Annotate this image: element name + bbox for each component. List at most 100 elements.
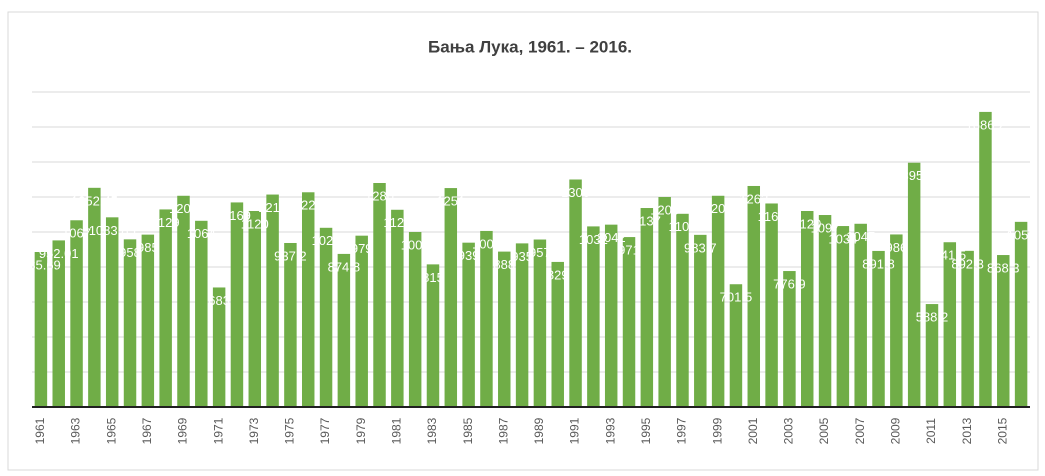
bar [569, 179, 582, 407]
data-label: 1252.45 [71, 193, 118, 208]
data-label: 683 [208, 293, 230, 308]
x-tick-label: 2001 [746, 417, 760, 444]
bar [872, 250, 885, 407]
data-label: 1200 [650, 202, 679, 217]
data-label: 1163 [758, 209, 786, 224]
data-label: 776.9 [773, 276, 806, 291]
data-label: 971 [618, 243, 640, 258]
data-label: 1097 [811, 220, 840, 235]
data-label: 701.5 [720, 290, 753, 305]
data-label: 1104 [668, 219, 696, 234]
data-label: 939 [458, 248, 480, 263]
bar [177, 195, 190, 407]
data-label: 957 [529, 245, 551, 260]
x-tick-label: 2007 [853, 417, 867, 444]
data-label: 1129 [152, 215, 180, 230]
bar [426, 264, 440, 407]
bar [907, 162, 921, 407]
bar [587, 226, 600, 407]
data-label: 1006 [472, 236, 501, 251]
data-label: 1032 [579, 232, 608, 247]
bar [622, 237, 636, 407]
x-tick-label: 1969 [176, 417, 190, 444]
bar [462, 242, 475, 407]
bar [676, 213, 689, 407]
bar [337, 253, 351, 407]
data-label: 1251 [436, 194, 465, 209]
bar [783, 271, 796, 407]
bar [961, 250, 974, 407]
data-label: 935 [511, 249, 533, 264]
bar [88, 187, 101, 407]
data-label: 892.3 [951, 256, 984, 271]
x-tick-label: 1989 [532, 417, 546, 444]
x-tick-label: 1993 [603, 417, 617, 444]
data-label: 885.69 [21, 257, 61, 272]
data-label: 983.7 [684, 240, 717, 255]
bar [515, 243, 529, 407]
data-label: 1207 [704, 201, 733, 216]
data-label: 958 [119, 245, 141, 260]
bar [694, 234, 707, 407]
data-label: 1686.2 [966, 117, 1006, 132]
bar [141, 234, 155, 407]
bar [658, 197, 671, 407]
bar [729, 284, 743, 407]
data-label: 937.2 [274, 248, 307, 263]
data-label: 888 [493, 257, 515, 272]
data-label: 1214 [258, 200, 287, 215]
data-label: 891.8 [862, 256, 895, 271]
bar [818, 215, 832, 407]
data-label: 1042 [597, 230, 626, 245]
bar [640, 208, 654, 407]
bar [355, 235, 368, 407]
bar [230, 202, 244, 407]
x-tick-label: 1977 [318, 417, 332, 444]
data-label: 1083.85 [89, 223, 136, 238]
x-tick-label: 2011 [924, 418, 938, 444]
bar [551, 261, 564, 407]
data-label: 985 [137, 240, 159, 255]
x-tick-label: 1979 [354, 417, 368, 444]
x-tick-label: 1965 [104, 417, 118, 444]
x-tick-label: 1987 [496, 417, 510, 444]
data-label: 874.8 [328, 259, 361, 274]
x-tick-label: 1983 [425, 417, 439, 444]
x-tick-label: 1961 [33, 417, 47, 444]
x-tick-label: 1995 [639, 417, 653, 444]
bar [800, 211, 814, 407]
data-label: 1064 [187, 226, 216, 241]
bar [444, 188, 458, 407]
data-label: 829 [547, 267, 569, 282]
x-tick-label: 2013 [960, 417, 974, 444]
bar [159, 209, 172, 407]
data-label: 1137 [633, 213, 661, 228]
data-label: 1280 [365, 188, 394, 203]
bar [373, 183, 386, 407]
x-tick-label: 2005 [817, 417, 831, 444]
bar [765, 203, 778, 407]
x-tick-label: 1985 [461, 417, 475, 444]
bar [711, 195, 725, 407]
data-label: 1263 [739, 191, 768, 206]
bar [979, 111, 992, 407]
data-label: 1067 [62, 226, 91, 241]
bar [284, 242, 297, 407]
bar [319, 227, 333, 407]
data-label: 588.2 [916, 310, 949, 325]
x-tick-label: 2003 [782, 417, 796, 444]
bar [195, 220, 208, 407]
data-label: 1169 [223, 208, 251, 223]
x-tick-label: 1991 [568, 417, 582, 444]
bar [391, 209, 404, 407]
bar [836, 226, 850, 407]
bar [34, 252, 48, 407]
bar [854, 223, 867, 407]
data-label: 1395.8 [894, 168, 934, 183]
data-label: 868.3 [987, 260, 1020, 275]
data-label: 815 [422, 270, 444, 285]
data-label: 1034 [828, 231, 857, 246]
data-label: 986 [885, 240, 907, 255]
